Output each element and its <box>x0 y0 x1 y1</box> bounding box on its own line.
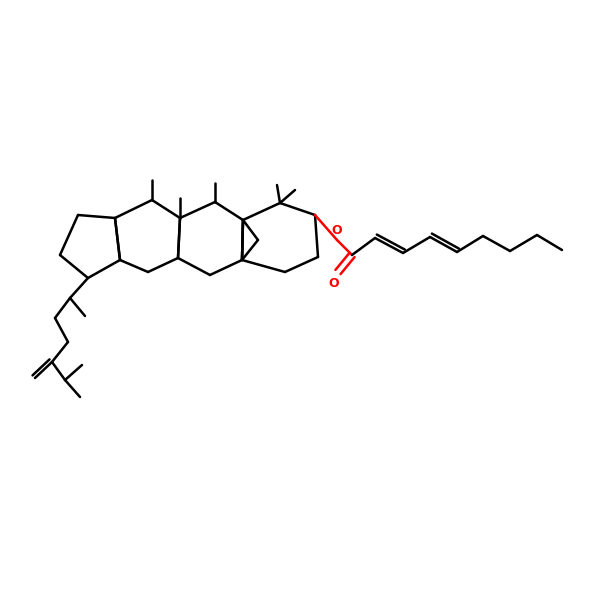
Text: O: O <box>328 277 338 290</box>
Text: O: O <box>332 224 343 237</box>
